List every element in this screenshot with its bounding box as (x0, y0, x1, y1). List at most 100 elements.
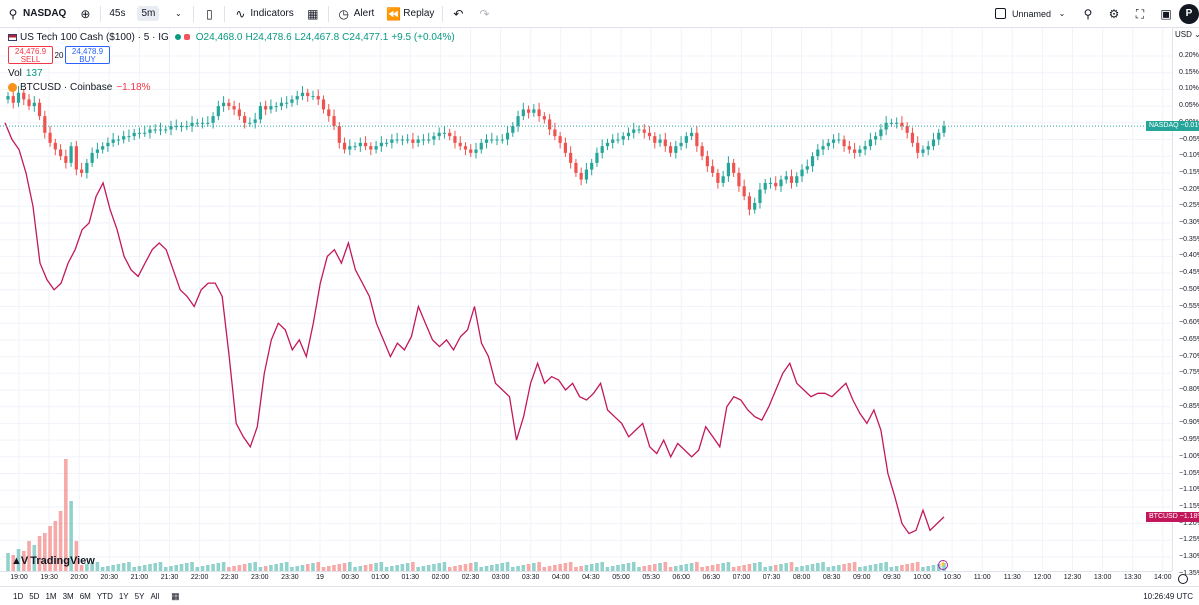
candle-body (16, 92, 21, 103)
range-button-5y[interactable]: 5Y (134, 591, 145, 601)
scroll-to-realtime-icon[interactable] (1178, 574, 1188, 584)
volume-bar (400, 564, 405, 571)
volume-bar (526, 564, 531, 571)
alert-button[interactable]: ◷ Alert (331, 0, 381, 28)
y-tick-label: −0.75% (1179, 369, 1199, 377)
candle-body (285, 102, 289, 104)
avatar[interactable]: P (1179, 3, 1199, 24)
quick-search-button[interactable]: ⚲ (1075, 0, 1101, 28)
volume-bar (211, 564, 215, 571)
volume-bar (447, 567, 452, 571)
volume-bar (900, 565, 904, 571)
range-button-1d[interactable]: 1D (13, 591, 24, 601)
price-axis[interactable]: 0.20%0.15%0.10%0.05%0.00%−0.05%−0.10%−0.… (1172, 28, 1199, 577)
interval-5m[interactable]: 5m (131, 0, 165, 28)
main-series-legend[interactable]: US Tech 100 Cash ($100) · 5 · IG O24,468… (8, 30, 455, 44)
volume-bar (95, 562, 100, 571)
candle-body (248, 122, 252, 124)
candle-body (905, 126, 909, 133)
volume-bar (705, 566, 710, 571)
range-button-all[interactable]: All (150, 591, 160, 601)
compare-button[interactable]: ⊕ (72, 0, 98, 28)
candle-body (931, 139, 936, 147)
volume-bar (647, 565, 652, 571)
chart-canvas[interactable] (0, 28, 1172, 571)
undo-button[interactable]: ↶ (445, 0, 471, 28)
candle-body (69, 146, 73, 163)
volume-bar (668, 567, 673, 571)
x-tick-label: 01:00 (371, 574, 389, 581)
volume-bar (416, 567, 420, 571)
volume-bar (269, 565, 273, 571)
volume-bar (458, 565, 463, 571)
range-button-6m[interactable]: 6M (79, 591, 91, 601)
tradingview-wordmark: TradingView (30, 555, 95, 567)
calendar-icon[interactable]: ▦ (171, 591, 180, 601)
volume-bar (889, 567, 894, 571)
currency-selector[interactable]: USD ⌄ (1175, 30, 1199, 39)
volume-bar (574, 567, 578, 571)
tradingview-logo[interactable]: ▲V TradingView (11, 555, 95, 567)
candle-body (469, 149, 473, 153)
candle-body (11, 96, 15, 103)
candle-body (858, 149, 862, 153)
interval-45s[interactable]: 45s (103, 0, 131, 28)
candle-body (889, 122, 894, 124)
settings-button[interactable]: ⚙ (1101, 0, 1127, 28)
fullscreen-button[interactable]: ⛶ (1127, 0, 1153, 28)
candle-body (900, 122, 904, 127)
candle-body (43, 116, 47, 133)
templates-button[interactable]: ▦ (300, 0, 326, 28)
range-button-ytd[interactable]: YTD (96, 591, 113, 601)
replay-button[interactable]: ⏪ Replay (380, 0, 440, 28)
candle-body (768, 182, 773, 184)
add-circle-icon: ⊕ (80, 6, 91, 21)
time-axis[interactable]: 19:00 19:30 20:00 20:30 21:00 21:30 22:00 22:30… (0, 571, 1172, 584)
indicators-icon: ∿ (235, 6, 246, 21)
interval-dropdown[interactable]: ⌄ (165, 0, 191, 28)
candle-body (605, 142, 610, 147)
candle-body (390, 139, 394, 143)
volume-bar (532, 563, 536, 571)
candle-body (279, 102, 284, 107)
volume-bar (616, 565, 620, 571)
clock[interactable]: 10:26:49 UTC (1143, 591, 1193, 601)
candle-body (584, 169, 589, 180)
volume-bar (274, 564, 278, 571)
candle-body (122, 136, 126, 140)
layout-button[interactable]: Unnamed ⌄ (989, 0, 1075, 28)
chart-type-button[interactable]: ▯ (196, 0, 222, 28)
candle-body (495, 139, 499, 141)
range-button-5d[interactable]: 5D (29, 591, 40, 601)
fullscreen-icon: ⛶ (1135, 6, 1145, 21)
candle-body (6, 96, 10, 100)
volume-label: Vol (8, 67, 22, 79)
sell-button[interactable]: 24,476.9 SELL (8, 46, 53, 64)
indicators-button[interactable]: ∿ Indicators (227, 0, 299, 28)
range-button-1y[interactable]: 1Y (118, 591, 129, 601)
volume-bar (432, 564, 436, 571)
volume-bar (652, 564, 657, 571)
volume-bar (305, 564, 310, 571)
volume-bar (847, 563, 852, 571)
range-button-1m[interactable]: 1M (45, 591, 57, 601)
lightning-icon[interactable]: ⚡ (938, 560, 948, 570)
candle-body (800, 169, 804, 177)
symbol-search[interactable]: ⚲ NASDAQ (0, 0, 72, 28)
volume-bar (221, 562, 226, 571)
buy-button[interactable]: 24,478.9 BUY (65, 46, 110, 64)
volume-bar (121, 563, 126, 571)
candle-body (821, 146, 825, 150)
redo-button[interactable]: ↷ (471, 0, 497, 28)
volume-bar (773, 565, 778, 571)
volume-bar (716, 564, 720, 571)
snapshot-button[interactable]: ▣ (1153, 0, 1179, 28)
volume-bar (453, 566, 457, 571)
volume-legend[interactable]: Vol 137 (8, 66, 455, 80)
volume-bar (484, 566, 489, 571)
x-tick-label: 00:30 (341, 574, 359, 581)
candle-body (668, 146, 673, 153)
volume-bar (505, 562, 510, 571)
compare-legend[interactable]: BTCUSD · Coinbase −1.18% (8, 80, 455, 94)
range-button-3m[interactable]: 3M (62, 591, 74, 601)
